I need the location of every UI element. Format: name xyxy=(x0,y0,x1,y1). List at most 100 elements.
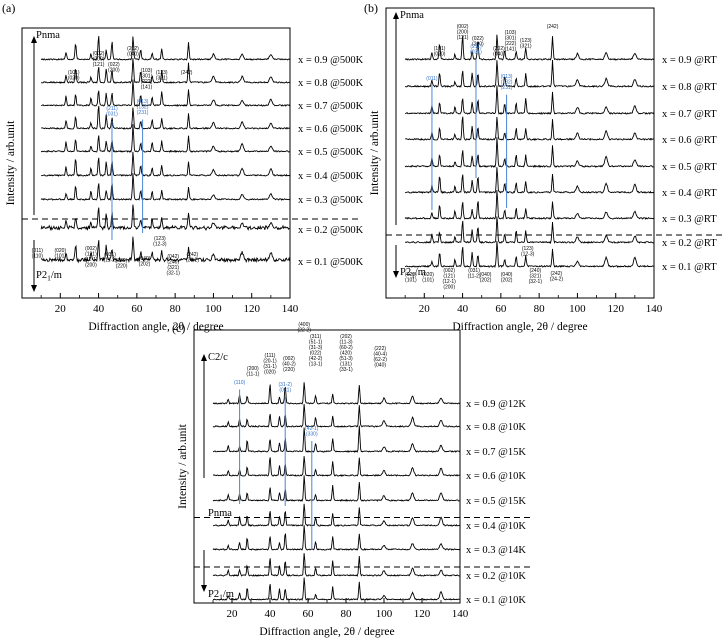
hkl-label-line: (101) xyxy=(422,278,434,284)
hkl-label-line: (222) xyxy=(505,41,517,47)
panel-label: (b) xyxy=(364,1,378,15)
hkl-label-line: (40-4) xyxy=(374,352,388,358)
series-label: x = 0.1 @RT xyxy=(662,262,717,273)
hkl-label: (020) (101) xyxy=(422,272,434,284)
x-tick-label: 40 xyxy=(265,608,277,620)
hkl-label: (002) (121) (12-1) (200) xyxy=(442,268,456,291)
x-tick-label: 100 xyxy=(205,303,222,315)
series-line xyxy=(212,525,460,551)
hkl-label: (042) (240) (321) (32-1) xyxy=(167,254,181,277)
hkl-label-line: (020) xyxy=(68,76,80,82)
hkl-label: (202) (11-3) (60-2) (420) (51-3) (131) (33-1) xyxy=(339,334,353,373)
series-label: x = 0.8 @500K xyxy=(298,78,364,89)
series-label: x = 0.2 @10K xyxy=(466,571,526,582)
x-tick-label: 100 xyxy=(569,303,586,315)
hkl-label-line: (40-2) xyxy=(282,362,296,368)
x-tick-label: 60 xyxy=(131,303,143,315)
hkl-label-line: (200) xyxy=(108,68,120,74)
hkl-label-line: (110) xyxy=(32,254,44,260)
hkl-label-line: (11-2) xyxy=(104,258,117,264)
hkl-label-line: (200) xyxy=(443,285,455,291)
series-line xyxy=(40,204,290,231)
phase-label: Pnma xyxy=(400,10,424,21)
hkl-label-blue: (211) (031) xyxy=(106,106,118,118)
series-line xyxy=(40,105,290,130)
hkl-label: (242) (24-2) xyxy=(186,252,200,264)
phase-label-rest: /m xyxy=(51,270,62,281)
hkl-label-line: (42-2) xyxy=(309,356,323,362)
phase-label-sub: 1 xyxy=(219,593,223,602)
hkl-label-line: (040) xyxy=(501,272,513,278)
series-line xyxy=(212,456,460,477)
hkl-label-line: (222) xyxy=(141,79,153,85)
series-line xyxy=(40,36,290,61)
hkl-label-line: (200) xyxy=(472,42,484,48)
phase-label-sub: 1 xyxy=(411,271,415,280)
hkl-label-line: (242) xyxy=(181,70,193,76)
hkl-label-line: (011) xyxy=(32,248,44,254)
x-tick-label: 140 xyxy=(646,303,663,315)
hkl-label: (240) (321) (32-1) xyxy=(529,268,543,285)
hkl-label-line: (123) xyxy=(156,70,168,76)
series-label: x = 0.8 @RT xyxy=(662,82,717,93)
hkl-label-line: (12-1) xyxy=(84,257,98,263)
phase-label: P21/m xyxy=(208,589,234,602)
series-line xyxy=(212,475,460,502)
phase-label: C2/c xyxy=(208,352,228,363)
y-axis-label: Intensity / arb.unit xyxy=(5,120,17,205)
series-label: x = 0.6 @500K xyxy=(298,124,364,135)
x-tick-label: 20 xyxy=(419,303,431,315)
hkl-label-line: (321) xyxy=(167,265,179,271)
x-tick-label: 120 xyxy=(243,303,260,315)
series-line xyxy=(404,59,654,88)
hkl-label-line: (202) xyxy=(501,278,513,284)
series-line xyxy=(405,167,654,194)
panel-label: (c) xyxy=(172,321,185,335)
series-line xyxy=(41,151,290,177)
hkl-label-line: (22-2) xyxy=(298,328,312,334)
series-label: x = 0.9 @500K xyxy=(298,55,364,66)
hkl-label-blue: (42-1) (330) xyxy=(305,426,319,438)
series-label: x = 0.9 @RT xyxy=(662,55,717,66)
series-line xyxy=(404,116,654,141)
hkl-label-line: (200) xyxy=(93,57,105,63)
series-label: x = 0.6 @RT xyxy=(662,135,717,146)
series-label: x = 0.1 @500K xyxy=(298,257,364,268)
arrow-down-head xyxy=(201,585,207,592)
hkl-label-blue-line: (330) xyxy=(306,432,318,438)
hkl-label-line: (101) xyxy=(68,70,80,76)
series-label: x = 0.8 @10K xyxy=(466,422,526,433)
hkl-label: (002) (121) (12-1) (200) xyxy=(84,246,98,269)
phase-label-rest: /m xyxy=(415,267,426,278)
hkl-label-line: (11-2) xyxy=(468,274,481,280)
hkl-label-line: (121) xyxy=(93,62,105,68)
hkl-label-blue: (110) xyxy=(234,380,246,386)
series-label: x = 0.5 @RT xyxy=(662,162,717,173)
hkl-label-line: (042) xyxy=(167,254,179,260)
hkl-label-line: (002) xyxy=(93,51,105,57)
phase-label-main: P2 xyxy=(208,589,219,600)
hkl-label: (002) (40-2) (220) xyxy=(282,356,296,373)
hkl-label-line: (103) xyxy=(141,68,153,74)
hkl-label: (222) (40-4) (62-2) (040) xyxy=(374,346,388,369)
hkl-label-line: (022) xyxy=(108,62,120,68)
hkl-label: (002) (200) (121) xyxy=(457,24,469,41)
hkl-label: (242) xyxy=(181,70,193,76)
y-axis-label: Intensity / arb.unit xyxy=(369,110,381,195)
hkl-label: (031) (11-2) xyxy=(468,268,481,280)
hkl-label-line: (11-1) xyxy=(246,372,259,378)
hkl-label-line: (020) xyxy=(422,272,434,278)
panel-a: (a) 20 40 60 80 100 120 140 Diffraction angle, 2… xyxy=(0,0,364,333)
hkl-label-blue: (31-2) (021) xyxy=(279,382,293,394)
series-label: x = 0.5 @500K xyxy=(298,147,364,158)
x-tick-label: 80 xyxy=(341,608,353,620)
series-label: x = 0.6 @10K xyxy=(466,471,526,482)
hkl-label-line: (040) xyxy=(493,52,505,58)
hkl-label: (111) (20-1) (31-1) (020) xyxy=(263,353,277,376)
hkl-label-line: (123) xyxy=(522,246,534,252)
hkl-label-blue-line: (211) xyxy=(470,44,482,50)
hkl-label-line: (32-1) xyxy=(529,279,543,285)
series-line xyxy=(40,58,290,84)
series-label: x = 0.7 @500K xyxy=(298,101,364,112)
hkl-label-line: (301) xyxy=(141,74,153,80)
